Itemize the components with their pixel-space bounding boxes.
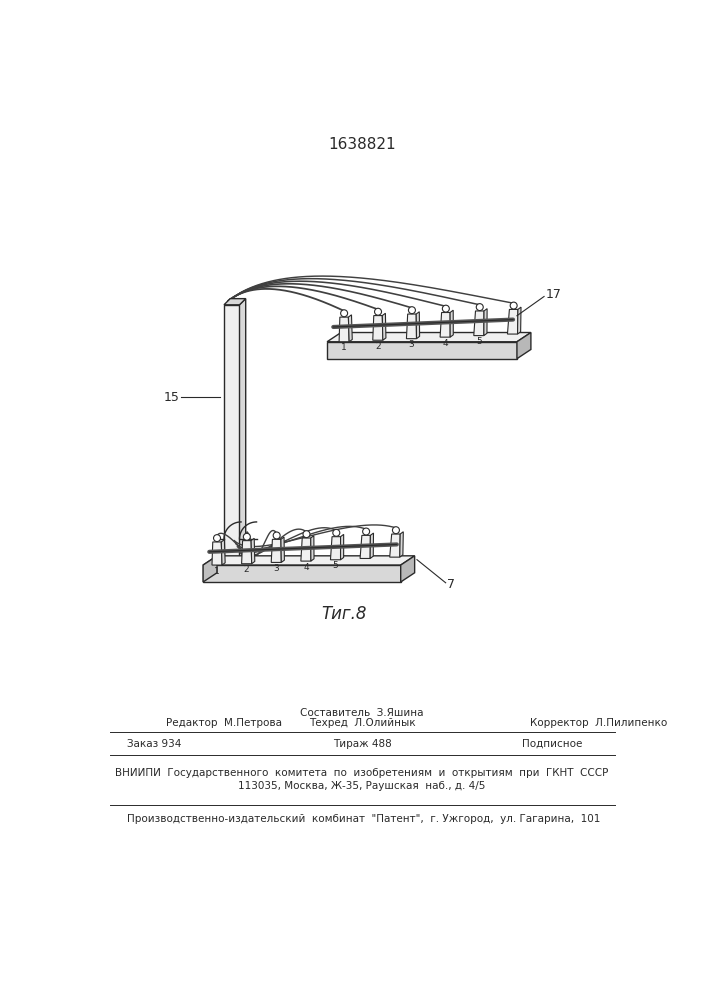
Polygon shape bbox=[474, 311, 484, 336]
Circle shape bbox=[363, 528, 370, 535]
Text: 7: 7 bbox=[448, 578, 455, 591]
Polygon shape bbox=[327, 342, 517, 359]
Text: Корректор  Л.Пилипенко: Корректор Л.Пилипенко bbox=[530, 718, 667, 728]
Polygon shape bbox=[240, 299, 246, 567]
Text: 4: 4 bbox=[303, 563, 309, 572]
Circle shape bbox=[214, 535, 221, 542]
Polygon shape bbox=[271, 539, 281, 562]
Text: Производственно-издательский  комбинат  "Патент",  г. Ужгород,  ул. Гагарина,  1: Производственно-издательский комбинат "П… bbox=[127, 814, 600, 824]
Text: Техред  Л.Олийнык: Техред Л.Олийнык bbox=[309, 718, 415, 728]
Polygon shape bbox=[370, 533, 373, 558]
Polygon shape bbox=[221, 540, 225, 565]
Polygon shape bbox=[484, 309, 487, 336]
Text: 1: 1 bbox=[341, 343, 347, 352]
Polygon shape bbox=[203, 556, 217, 582]
Polygon shape bbox=[281, 537, 284, 562]
Text: 1: 1 bbox=[214, 567, 220, 576]
Text: 4: 4 bbox=[443, 339, 448, 348]
Text: 5: 5 bbox=[476, 337, 481, 346]
Text: ВНИИПИ  Государственного  комитета  по  изобретениям  и  открытиям  при  ГКНТ  С: ВНИИПИ Государственного комитета по изоб… bbox=[115, 768, 609, 778]
Text: 3: 3 bbox=[409, 340, 414, 349]
Circle shape bbox=[333, 529, 340, 536]
Polygon shape bbox=[373, 316, 382, 340]
Polygon shape bbox=[518, 307, 521, 334]
Polygon shape bbox=[399, 532, 403, 557]
Circle shape bbox=[243, 533, 250, 540]
Text: Подписное: Подписное bbox=[522, 739, 583, 749]
Polygon shape bbox=[203, 565, 401, 582]
Polygon shape bbox=[390, 534, 400, 557]
Circle shape bbox=[303, 531, 310, 538]
Text: 1638821: 1638821 bbox=[328, 137, 396, 152]
Circle shape bbox=[273, 532, 280, 539]
Text: 5: 5 bbox=[332, 561, 339, 570]
Polygon shape bbox=[407, 314, 416, 339]
Polygon shape bbox=[360, 535, 370, 558]
Text: 2: 2 bbox=[375, 342, 380, 351]
Text: Редактор  М.Петрова: Редактор М.Петрова bbox=[166, 718, 282, 728]
Polygon shape bbox=[341, 534, 344, 560]
Polygon shape bbox=[517, 333, 531, 359]
Circle shape bbox=[510, 302, 517, 309]
Polygon shape bbox=[450, 310, 453, 337]
Circle shape bbox=[392, 527, 399, 534]
Text: 3: 3 bbox=[274, 564, 279, 573]
Text: 2: 2 bbox=[244, 565, 250, 574]
Polygon shape bbox=[330, 537, 341, 560]
Polygon shape bbox=[301, 538, 311, 561]
Polygon shape bbox=[311, 536, 314, 561]
Polygon shape bbox=[251, 538, 255, 564]
Text: Заказ 934: Заказ 934 bbox=[127, 739, 182, 749]
Polygon shape bbox=[401, 556, 414, 582]
Polygon shape bbox=[203, 556, 414, 565]
Text: 113035, Москва, Ж-35, Раушская  наб., д. 4/5: 113035, Москва, Ж-35, Раушская наб., д. … bbox=[238, 781, 486, 791]
Text: Составитель  З.Яшина: Составитель З.Яшина bbox=[300, 708, 423, 718]
Text: 15: 15 bbox=[163, 391, 179, 404]
Polygon shape bbox=[508, 309, 518, 334]
Polygon shape bbox=[224, 299, 246, 305]
Circle shape bbox=[409, 307, 416, 314]
Circle shape bbox=[477, 304, 484, 311]
Text: 17: 17 bbox=[546, 288, 561, 301]
Polygon shape bbox=[242, 541, 252, 564]
Circle shape bbox=[443, 305, 450, 312]
Text: Тираж 488: Тираж 488 bbox=[332, 739, 392, 749]
Polygon shape bbox=[416, 312, 420, 339]
Circle shape bbox=[341, 310, 348, 317]
Polygon shape bbox=[382, 313, 386, 340]
Polygon shape bbox=[440, 312, 450, 337]
Polygon shape bbox=[349, 315, 352, 342]
Polygon shape bbox=[327, 333, 531, 342]
Polygon shape bbox=[224, 305, 240, 567]
Circle shape bbox=[375, 308, 382, 315]
Polygon shape bbox=[339, 317, 349, 342]
Text: Τиг.8: Τиг.8 bbox=[322, 605, 367, 623]
Polygon shape bbox=[212, 542, 222, 565]
